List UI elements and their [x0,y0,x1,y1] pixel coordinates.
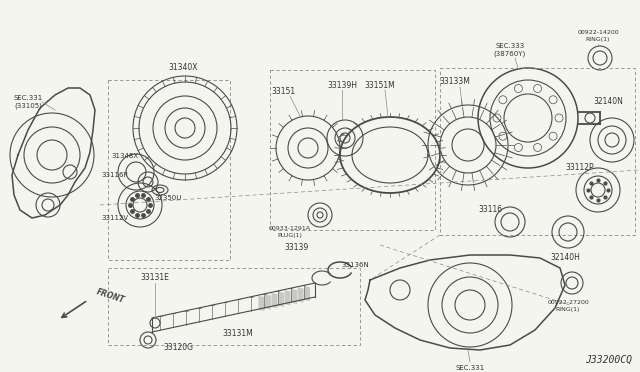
Text: 33151: 33151 [271,87,295,96]
Text: 31340X: 31340X [168,64,198,73]
Text: FRONT: FRONT [95,287,125,305]
Text: J33200CQ: J33200CQ [585,355,632,365]
Text: 33139H: 33139H [327,81,357,90]
Text: RING(1): RING(1) [586,38,610,42]
Text: 33112V: 33112V [101,215,129,221]
Text: 33131M: 33131M [223,328,253,337]
Text: PLUG(1): PLUG(1) [278,234,303,238]
Text: 33112P: 33112P [566,163,595,171]
Text: 33136N: 33136N [341,262,369,268]
Text: 33133M: 33133M [440,77,470,87]
Text: 32140N: 32140N [593,97,623,106]
Text: (38760Y): (38760Y) [494,51,526,57]
Text: 32350U: 32350U [154,195,182,201]
Text: 31348X: 31348X [111,153,139,159]
Text: SEC.331: SEC.331 [13,95,43,101]
Text: RING(1): RING(1) [556,308,580,312]
Text: 00922-27200: 00922-27200 [547,299,589,305]
Text: 00922-14200: 00922-14200 [577,29,619,35]
Text: 32140H: 32140H [550,253,580,263]
Text: 33120G: 33120G [163,343,193,353]
Text: 33139: 33139 [285,244,309,253]
Text: 33116: 33116 [478,205,502,215]
Text: 33151M: 33151M [365,81,396,90]
Text: 33116P: 33116P [102,172,128,178]
Text: 33131E: 33131E [141,273,170,282]
Text: SEC.333: SEC.333 [495,43,525,49]
Text: 00933-1291A: 00933-1291A [269,225,311,231]
Text: SEC.331: SEC.331 [456,365,484,371]
Text: (33105): (33105) [14,103,42,109]
